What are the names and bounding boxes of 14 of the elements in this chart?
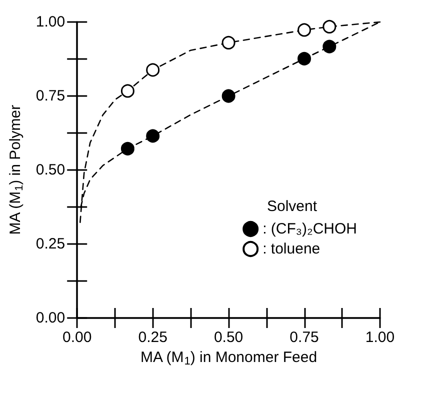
legend-label: : toluene: [262, 240, 320, 258]
legend-title: Solvent: [266, 198, 318, 215]
y-tick-label: 0.50: [36, 162, 66, 178]
x-tick-label: 0.00: [62, 329, 92, 346]
legend-label: : (CF₃)₂CHOH: [262, 220, 358, 238]
y-tick-label: 1.00: [36, 14, 66, 30]
x-tick-label: 0.75: [290, 329, 319, 346]
x-tick-label: 1.00: [365, 329, 395, 346]
x-tick-label: 0.25: [138, 329, 168, 346]
y-tick-label: 0.75: [36, 88, 66, 104]
y-tick-label: 0.00: [36, 310, 66, 326]
x-tick-label: 0.50: [214, 329, 244, 346]
y-tick-label: 0.25: [36, 236, 66, 252]
y-axis-title: MA (M1) in Polymer: [7, 104, 26, 235]
